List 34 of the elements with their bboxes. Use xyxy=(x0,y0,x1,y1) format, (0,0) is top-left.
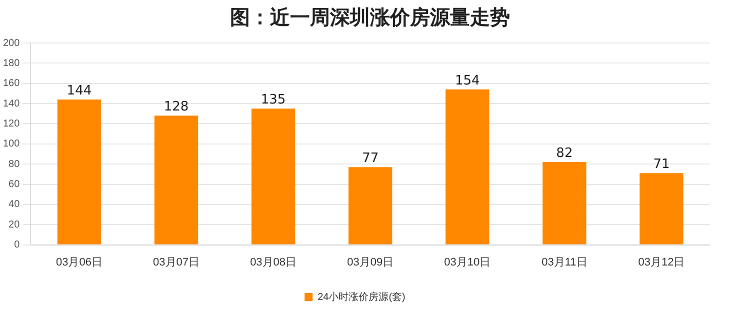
data-label: 135 xyxy=(260,92,286,108)
x-tick-label: 03月08日 xyxy=(250,256,297,268)
y-tick-label: 60 xyxy=(8,179,20,190)
y-tick-label: 20 xyxy=(8,219,20,230)
bar xyxy=(640,173,684,244)
bar xyxy=(348,167,392,244)
data-label: 154 xyxy=(454,73,480,88)
y-tick-label: 40 xyxy=(8,199,20,210)
legend-label: 24小时涨价房源(套) xyxy=(318,290,406,303)
y-tick-label: 140 xyxy=(2,98,20,110)
y-tick-label: 80 xyxy=(8,158,20,170)
data-label: 82 xyxy=(556,146,573,161)
bar xyxy=(154,116,198,244)
x-tick-label: 03月07日 xyxy=(153,256,200,268)
data-label: 144 xyxy=(66,83,92,98)
y-tick-label: 180 xyxy=(2,58,20,69)
data-label: 71 xyxy=(653,157,670,172)
bar xyxy=(542,162,586,244)
y-tick-label: 120 xyxy=(2,118,20,130)
x-tick-label: 03月10日 xyxy=(444,256,491,268)
x-tick-label: 03月11日 xyxy=(542,256,588,268)
bar xyxy=(446,89,490,244)
data-label: 128 xyxy=(164,100,189,115)
bar xyxy=(57,100,102,244)
y-tick-label: 0 xyxy=(14,240,20,251)
x-tick-label: 03月12日 xyxy=(638,256,685,268)
x-tick-label: 03月09日 xyxy=(347,256,394,268)
x-tick-label: 03月06日 xyxy=(56,256,102,268)
chart-title: 图：近一周深圳涨价房源量走势 xyxy=(229,4,511,31)
y-tick-label: 160 xyxy=(2,78,20,90)
bar xyxy=(251,108,296,244)
data-label: 77 xyxy=(362,150,379,166)
y-tick-label: 100 xyxy=(2,138,20,150)
y-tick-label: 200 xyxy=(2,38,20,49)
